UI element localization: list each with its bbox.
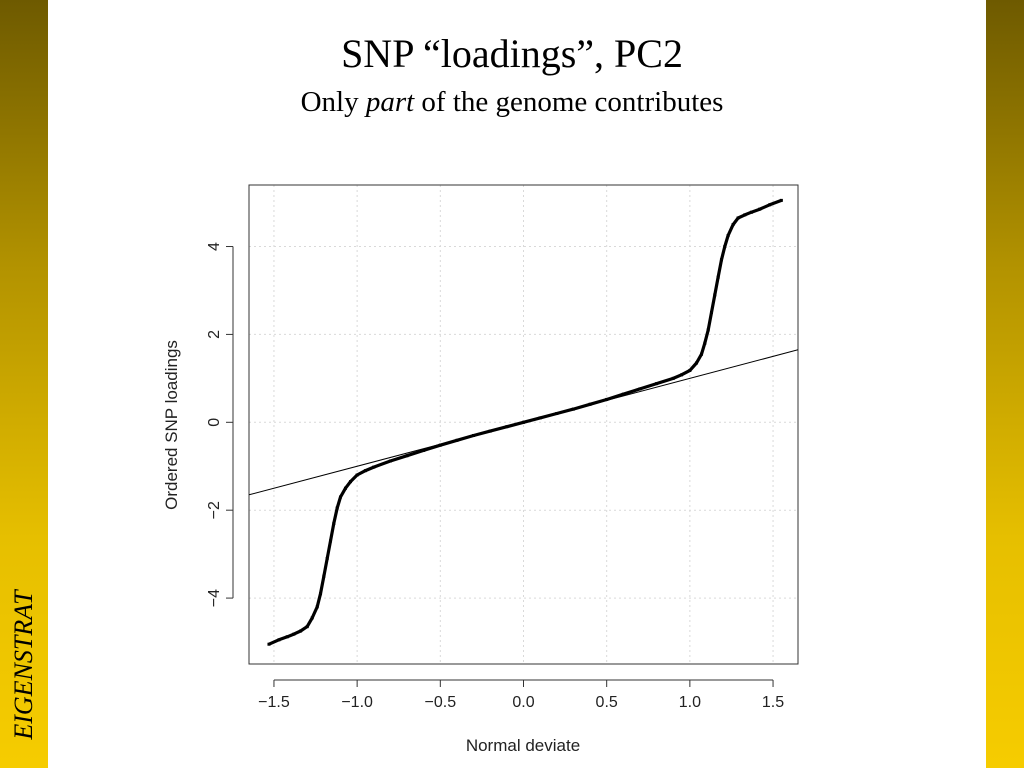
data-point [285,635,289,639]
data-point [749,210,753,214]
y-axis: −4 −2 0 2 4 [206,242,234,607]
data-point [348,480,352,484]
data-point [700,352,704,356]
y-tick-label: −4 [206,589,223,607]
data-point [339,495,342,499]
data-point [736,216,740,220]
x-tick-label: 1.0 [679,694,701,711]
data-point [292,632,296,636]
x-axis: −1.5 −1.0 −0.5 0.0 0.5 1.0 1.5 [258,679,784,711]
data-point [438,443,442,447]
data-point [355,473,359,477]
data-point [706,328,710,332]
data-point [329,539,333,543]
data-point [671,376,675,380]
x-tick-label: −1.5 [258,694,290,711]
data-point [709,310,713,314]
x-axis-label: Normal deviate [466,736,580,755]
data-point [472,433,476,437]
data-point [455,438,459,442]
subtitle-italic: part [365,86,415,118]
data-point [758,207,762,211]
data-point [713,293,717,297]
data-point [743,213,747,217]
data-point [343,486,347,490]
right-accent-bar [986,0,1024,768]
x-tick-label: −0.5 [425,694,457,711]
y-tick-label: −2 [206,501,223,519]
subtitle-start: Only [300,86,359,118]
data-point [768,203,772,207]
data-point [505,425,509,429]
data-point [325,557,329,561]
data-point [723,245,727,249]
data-point [688,368,692,372]
data-point [363,469,367,473]
data-point [538,416,542,420]
data-point [310,616,314,620]
x-tick-label: −1.0 [341,694,373,711]
y-axis-label: Ordered SNP loadings [162,340,181,510]
data-point [638,387,642,391]
data-point [779,198,783,202]
data-point [731,223,735,227]
data-point [388,459,392,463]
data-point [322,574,326,578]
y-tick-label: 4 [206,242,223,251]
data-point [555,412,559,416]
data-point [719,258,723,262]
data-point [605,397,609,401]
data-point [299,629,303,633]
data-point [621,392,625,396]
subtitle-end: of the genome contributes [421,86,724,118]
slide-subtitle: Only part of the genome contributes [0,86,1024,119]
data-point [422,448,426,452]
y-tick-label: 0 [206,418,223,427]
data-point [655,382,659,386]
data-point [695,361,699,365]
data-point [405,454,409,458]
data-point [571,407,575,411]
left-accent-bar [0,0,48,768]
data-point [680,373,684,377]
data-point [726,234,730,238]
data-point [335,506,339,510]
data-point [305,625,309,629]
data-point [488,429,492,433]
data-point [522,420,525,424]
data-point [588,402,592,406]
x-tick-label: 1.5 [762,694,784,711]
data-points [267,198,783,646]
y-tick-label: 2 [206,330,223,339]
data-point [332,521,336,525]
data-point [716,275,720,279]
data-point [315,605,319,609]
data-point [277,638,281,642]
data-point [267,642,271,646]
plot-frame [248,184,799,665]
x-tick-label: 0.0 [512,694,534,711]
x-tick-label: 0.5 [596,694,618,711]
data-point [319,592,323,596]
slide-title: SNP “loadings”, PC2 [341,31,683,76]
grid-lines [249,185,798,664]
data-point [703,341,707,345]
data-point [372,465,376,469]
